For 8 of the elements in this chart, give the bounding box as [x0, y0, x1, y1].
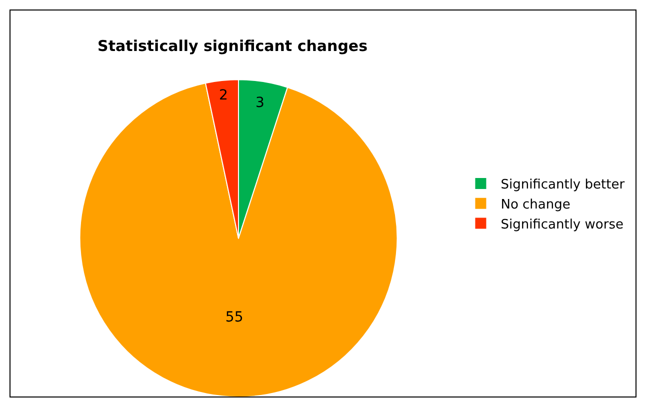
legend-label: Significantly better: [500, 178, 626, 193]
data-label: 2: [219, 87, 228, 104]
pie-slice: [79, 82, 398, 398]
data-label: 55: [225, 310, 244, 326]
legend-label: Significantly worse: [500, 217, 624, 232]
chart-title: Statistically significant changes: [98, 37, 368, 56]
data-label: 3: [255, 94, 264, 111]
legend-label: No change: [500, 197, 570, 212]
